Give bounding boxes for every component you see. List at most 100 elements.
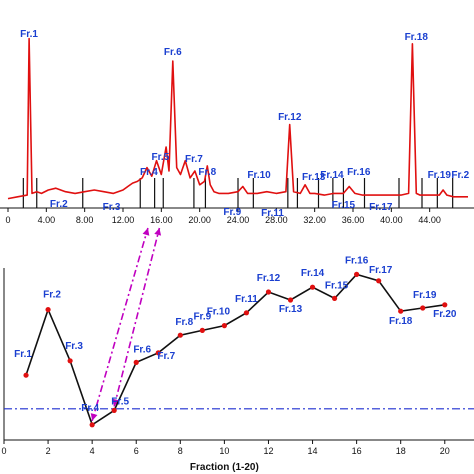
chromatogram-fraction-label: Fr.5	[151, 152, 169, 163]
activity-tick-label: 4	[90, 446, 95, 456]
activity-tick-label: 8	[178, 446, 183, 456]
activity-line	[25, 273, 445, 427]
activity-point	[155, 350, 161, 356]
activity-point	[177, 332, 183, 338]
chromatogram-fraction-label: Fr.3	[103, 202, 121, 213]
activity-fraction-label: Fr.15	[325, 280, 349, 291]
activity-point	[221, 323, 227, 329]
activity-point	[442, 302, 448, 308]
activity-fraction-label: Fr.6	[133, 344, 151, 355]
activity-point	[45, 307, 51, 313]
chromatogram-fraction-label: Fr.17	[369, 202, 393, 213]
connector-arrowhead	[90, 413, 98, 421]
activity-point	[199, 327, 205, 333]
chromatogram-fraction-label: Fr.14	[320, 170, 344, 181]
activity-fraction-label: Fr.17	[369, 265, 393, 276]
activity-tick-label: 6	[134, 446, 139, 456]
chromatogram-fraction-label: Fr.2	[50, 199, 68, 210]
activity-fraction-label: Fr.16	[345, 255, 369, 266]
chromatogram-fraction-label: Fr.15	[332, 200, 356, 211]
chromatogram-fraction-label: Fr.8	[198, 167, 216, 178]
chromatogram-fraction-labels: Fr.1 Fr.2 Fr.3 Fr.4 Fr.5 Fr.6 Fr.7 Fr.8 Fr.9 Fr.1…	[20, 29, 469, 219]
activity-fraction-label: Fr.13	[279, 304, 303, 315]
activity-fraction-label: Fr.19	[413, 290, 437, 301]
activity-fraction-label: Fr.4	[81, 403, 99, 414]
chromatogram-tick-label: 36.00	[342, 215, 365, 225]
chromatogram-fraction-label: Fr.13	[302, 172, 326, 183]
activity-fraction-label: Fr.14	[301, 268, 325, 279]
chromatogram-tick-label: 8.00	[76, 215, 94, 225]
chromatogram-fraction-label: Fr.18	[405, 32, 429, 43]
activity-tick-label: 10	[219, 446, 229, 456]
activity-x-axis-title: Fraction (1-20)	[190, 462, 259, 473]
activity-fraction-label: Fr.10	[207, 307, 231, 318]
connector-arrowhead	[142, 228, 150, 236]
activity-fraction-label: Fr.7	[157, 351, 175, 362]
activity-tick-label: 16	[352, 446, 362, 456]
activity-fraction-label: Fr.3	[65, 341, 83, 352]
chromatogram-trace	[7, 37, 468, 200]
connector-arrowhead	[112, 398, 120, 407]
activity-point	[398, 308, 404, 314]
chromatogram-panel: 0 4.00 8.00 12.00 16.00 20.00 24.00 28.00 32.00 3…	[0, 29, 474, 225]
chromatogram-fraction-label: Fr.1	[20, 29, 38, 40]
chromatogram-fraction-label: Fr.2	[451, 170, 469, 181]
activity-fraction-labels: Fr.1Fr.2Fr.3Fr.4Fr.5Fr.6Fr.7Fr.8Fr.9Fr.1…	[14, 255, 457, 413]
chromatogram-tick-label: 12.00	[112, 215, 135, 225]
activity-tick-label: 12	[263, 446, 273, 456]
chromatogram-tick-label: 20.00	[188, 215, 211, 225]
activity-fraction-label: Fr.18	[389, 316, 413, 327]
activity-fraction-label: Fr.1	[14, 349, 32, 360]
chromatogram-tick-label: 40.00	[380, 215, 403, 225]
activity-fraction-label: Fr.5	[111, 396, 129, 407]
activity-point	[287, 297, 294, 303]
activity-fraction-label: Fr.2	[43, 290, 61, 301]
chromatogram-tick-label: 32.00	[303, 215, 326, 225]
activity-point	[23, 372, 29, 378]
activity-fraction-label: Fr.12	[257, 273, 281, 284]
chromatogram-tick-label: 44.00	[418, 215, 441, 225]
activity-point	[133, 359, 139, 365]
chromatogram-fraction-label: Fr.9	[223, 207, 241, 218]
chromatogram-fraction-label: Fr.19	[428, 170, 452, 181]
activity-point	[331, 295, 338, 301]
chromatogram-fraction-label: Fr.6	[164, 47, 182, 58]
chromatogram-fraction-label: Fr.16	[347, 167, 371, 178]
activity-point	[89, 422, 95, 428]
activity-fraction-label: Fr.20	[433, 309, 457, 320]
activity-tick-label: 20	[440, 446, 450, 456]
chromatogram-tick-label: 0	[5, 215, 10, 225]
activity-point	[243, 310, 250, 316]
activity-tick-label: 18	[396, 446, 406, 456]
fraction-connector-line	[91, 227, 149, 422]
activity-point	[309, 284, 316, 290]
chromatogram-tick-label: 28.00	[265, 215, 288, 225]
activity-point	[265, 289, 272, 295]
activity-tick-label: 14	[308, 446, 318, 456]
chromatogram-tick-label: 4.00	[38, 215, 56, 225]
activity-point	[354, 271, 360, 277]
activity-tick-label: 2	[46, 446, 51, 456]
chromatogram-fraction-label: Fr.4	[140, 167, 158, 178]
activity-fraction-label: Fr.11	[235, 294, 258, 305]
fraction-connector-line	[113, 227, 161, 407]
chromatogram-fraction-label: Fr.12	[278, 112, 302, 123]
fraction-connectors	[90, 227, 162, 422]
activity-tick-label: 0	[1, 446, 6, 456]
activity-ticks: 0 2 4 6 8 10 12 14 16 18 20	[1, 440, 450, 456]
activity-point	[111, 407, 117, 413]
chromatogram-ticks: 0 4.00 8.00 12.00 16.00 20.00 24.00 28.00 32.00 3…	[5, 208, 441, 225]
activity-panel: 0 2 4 6 8 10 12 14 16 18 20 Fr.1 Fr.2 Fr.3 Fr.4 Fr.5 Fr…	[1, 255, 474, 473]
chromatogram-tick-label: 16.00	[150, 215, 173, 225]
activity-fraction-label: Fr.9	[193, 311, 211, 322]
activity-fraction-label: Fr.8	[175, 317, 193, 328]
chromatogram-tick-label: 24.00	[227, 215, 250, 225]
chromatogram-fraction-label: Fr.10	[247, 170, 271, 181]
activity-point	[376, 278, 382, 284]
chromatogram-fraction-label: Fr.11	[261, 208, 284, 219]
activity-point	[67, 358, 73, 364]
activity-point	[420, 305, 426, 311]
activity-points	[23, 271, 448, 428]
chromatogram-fraction-label: Fr.7	[185, 154, 203, 165]
